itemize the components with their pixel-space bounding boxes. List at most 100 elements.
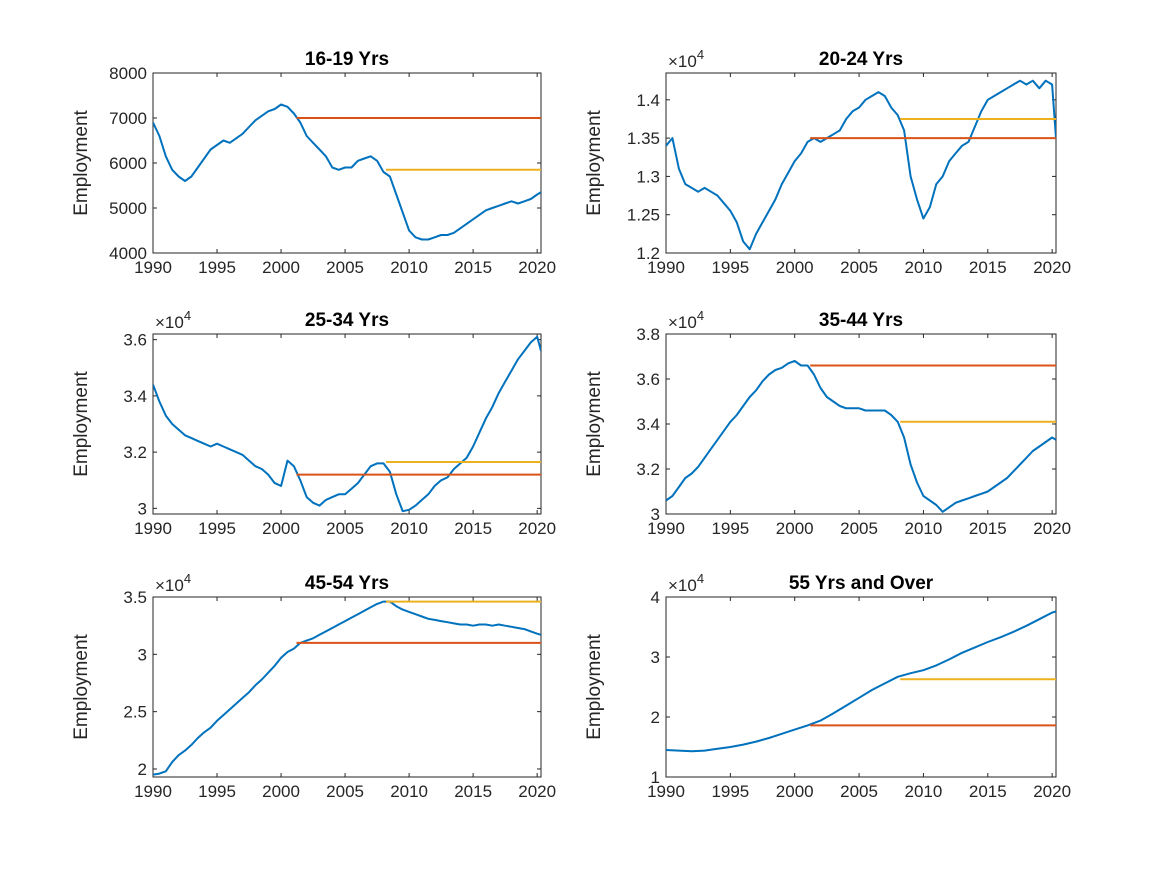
x-tick-label: 2000: [776, 519, 814, 538]
y-tick-label: 1: [651, 768, 660, 787]
x-tick-label: 1990: [134, 782, 172, 801]
x-tick-label: 2000: [776, 782, 814, 801]
x-tick-label: 2020: [518, 782, 556, 801]
x-tick-label: 1990: [134, 519, 172, 538]
axes-box: [665, 333, 1057, 515]
axis-exponent: 4: [184, 571, 191, 586]
y-tick-label: 3: [138, 645, 147, 664]
x-tick-label: 2000: [262, 519, 300, 538]
y-tick-label: 3: [651, 648, 660, 667]
y-tick-label: 3.4: [123, 387, 147, 406]
x-tick-label: 1990: [647, 519, 685, 538]
y-tick-label: 1.35: [627, 129, 660, 148]
y-tick-label: 2.5: [123, 703, 147, 722]
x-tick-label: 2010: [905, 519, 943, 538]
x-tick-label: 2020: [518, 258, 556, 277]
x-tick-label: 1995: [198, 519, 236, 538]
y-axis-label: Employment: [71, 633, 92, 739]
y-tick-label: 3.2: [123, 443, 147, 462]
x-tick-label: 2010: [390, 519, 428, 538]
x-tick-label: 2015: [454, 258, 492, 277]
x-tick-label: 2010: [390, 258, 428, 277]
x-tick-label: 2005: [840, 519, 878, 538]
x-tick-label: 2020: [1033, 782, 1071, 801]
employment-series-line: [153, 600, 541, 776]
axes-box: [152, 333, 542, 515]
x-tick-label: 1990: [134, 258, 172, 277]
x-tick-label: 2005: [326, 519, 364, 538]
axis-exponent: 4: [697, 47, 704, 62]
y-axis-label: Employment: [71, 109, 92, 215]
x-tick-label: 2015: [454, 782, 492, 801]
subplot-title: 55 Yrs and Over: [789, 573, 934, 594]
y-tick-label: 3.2: [636, 460, 660, 479]
subplot-title: 35-44 Yrs: [819, 310, 903, 331]
y-axis-label: Employment: [584, 633, 605, 739]
y-axis-label: Employment: [584, 109, 605, 215]
y-tick-label: 2: [651, 708, 660, 727]
employment-series-line: [666, 79, 1056, 251]
y-tick-label: 7000: [109, 109, 147, 128]
y-tick-label: 3.5: [123, 588, 147, 607]
axes-box: [665, 72, 1057, 254]
axis-exponent: 4: [697, 571, 704, 586]
x-tick-label: 1995: [198, 258, 236, 277]
x-tick-label: 1995: [711, 782, 749, 801]
y-tick-label: 1.2: [636, 244, 660, 263]
x-tick-label: 2015: [969, 258, 1007, 277]
y-tick-label: 3.8: [636, 325, 660, 344]
axes-box: [152, 596, 542, 778]
y-tick-label: 1.4: [636, 91, 660, 110]
x-tick-label: 2010: [905, 782, 943, 801]
employment-series-line: [666, 610, 1056, 753]
x-tick-label: 2010: [905, 258, 943, 277]
axes-box: [665, 596, 1057, 778]
x-tick-label: 2010: [390, 782, 428, 801]
y-tick-label: 3.4: [636, 415, 660, 434]
y-tick-label: 4000: [109, 244, 147, 263]
y-axis-label: Employment: [584, 370, 605, 476]
x-tick-label: 2015: [969, 519, 1007, 538]
subplot-25-34: 1990 1995 2000 2005 2010 2015 2020 3 3.2 3.4 3.6 ×1…: [71, 308, 556, 538]
x-tick-label: 2005: [840, 782, 878, 801]
x-tick-label: 1990: [647, 782, 685, 801]
x-tick-label: 2000: [262, 782, 300, 801]
x-tick-label: 2015: [969, 782, 1007, 801]
subplot-title: 45-54 Yrs: [305, 573, 389, 594]
y-tick-label: 5000: [109, 199, 147, 218]
subplot-35-44: 1990 1995 2000 2005 2010 2015 2020 3 3.2 3.4 3.6 3.…: [584, 308, 1071, 538]
y-tick-label: 6000: [109, 154, 147, 173]
x-tick-label: 2005: [840, 258, 878, 277]
y-tick-label: 4: [651, 588, 660, 607]
x-tick-label: 2005: [326, 258, 364, 277]
x-tick-label: 2000: [262, 258, 300, 277]
axis-multiplier: ×104: [668, 308, 704, 332]
y-tick-label: 3: [651, 505, 660, 524]
x-tick-label: 2000: [776, 258, 814, 277]
axis-multiplier: ×104: [155, 308, 191, 332]
axis-multiplier: ×104: [668, 571, 704, 595]
subplot-title: 16-19 Yrs: [305, 49, 389, 70]
x-tick-label: 1995: [711, 519, 749, 538]
x-tick-label: 2020: [1033, 258, 1071, 277]
axis-multiplier: ×104: [155, 571, 191, 595]
y-axis-label: Employment: [71, 370, 92, 476]
axis-exponent: 4: [184, 308, 191, 323]
x-tick-label: 2020: [1033, 519, 1071, 538]
y-tick-label: 3.6: [636, 370, 660, 389]
axis-exponent: 4: [697, 308, 704, 323]
x-tick-label: 1995: [198, 782, 236, 801]
x-tick-label: 2020: [518, 519, 556, 538]
y-tick-label: 1.25: [627, 206, 660, 225]
subplot-16-19: 1990 1995 2000 2005 2010 2015 2020 4000 5000 6000…: [71, 49, 556, 277]
x-tick-label: 1995: [711, 258, 749, 277]
subplot-title: 20-24 Yrs: [819, 49, 903, 70]
employment-series-line: [153, 103, 541, 241]
x-tick-label: 2015: [454, 519, 492, 538]
y-tick-label: 3: [138, 499, 147, 518]
subplot-title: 25-34 Yrs: [305, 310, 389, 331]
y-tick-label: 8000: [109, 64, 147, 83]
y-tick-label: 3.6: [123, 331, 147, 350]
